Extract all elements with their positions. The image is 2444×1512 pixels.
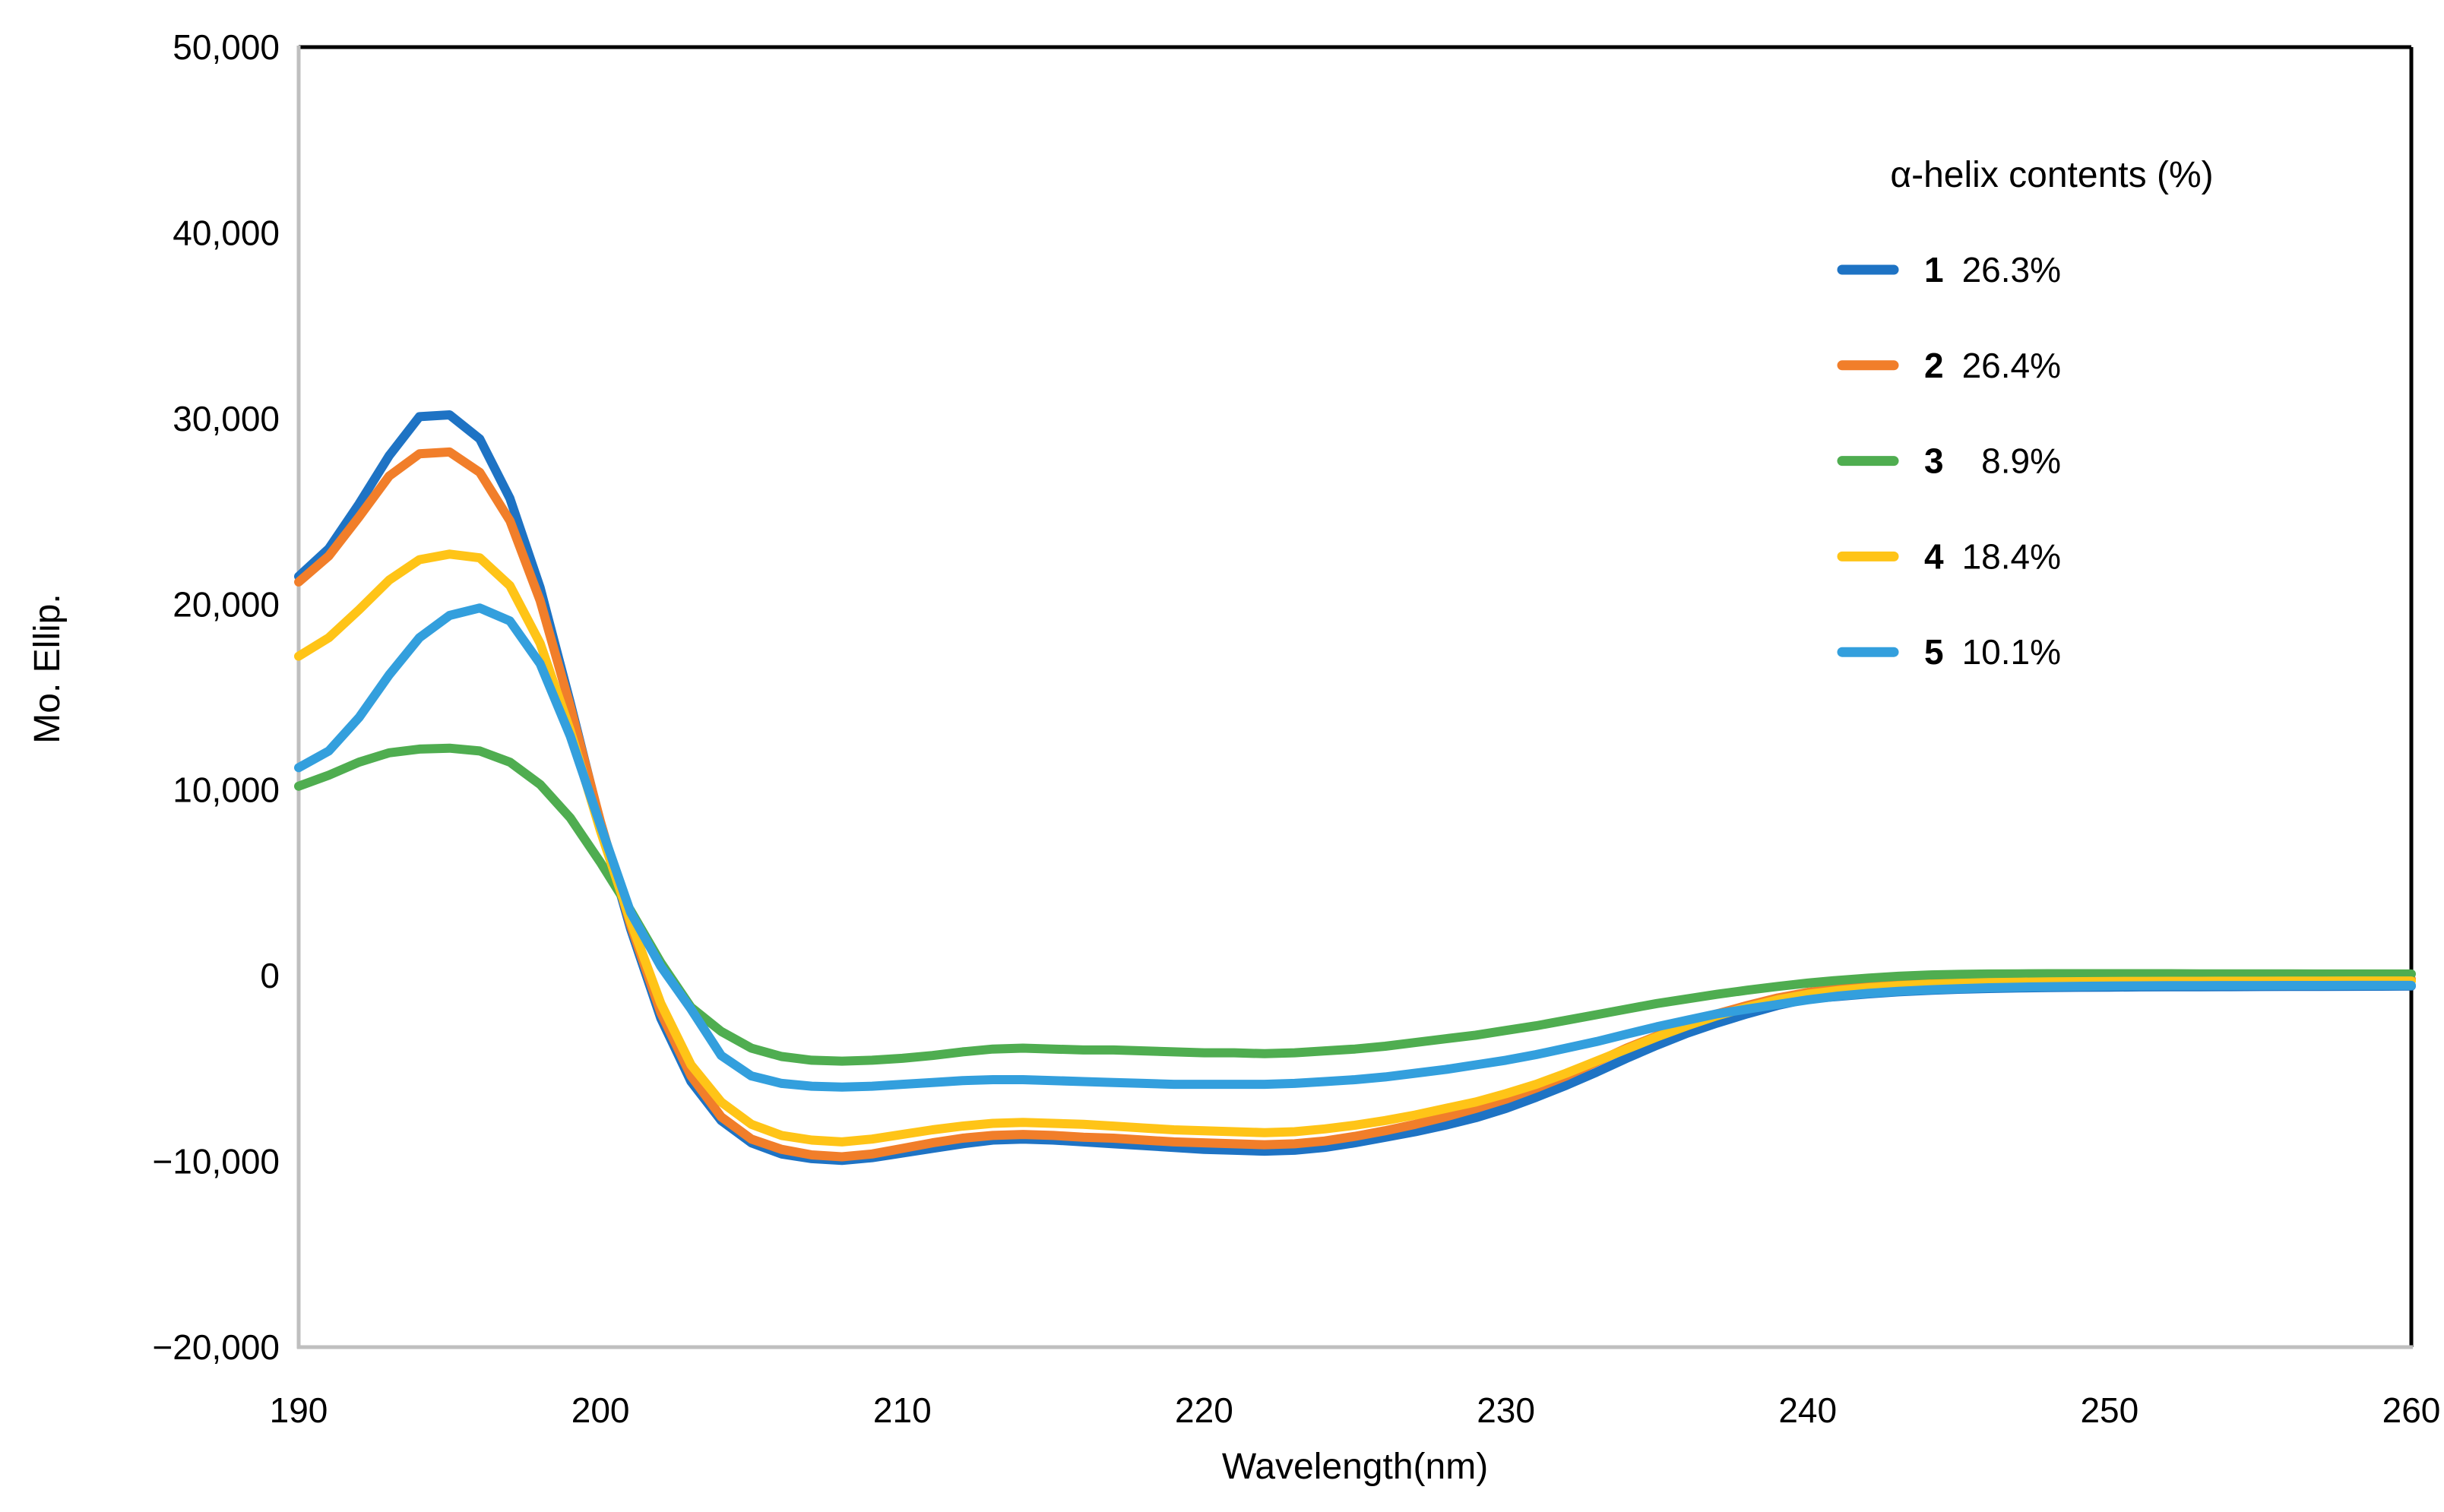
legend-series-number: 5 [1924, 632, 1944, 672]
y-tick-label: 0 [260, 956, 280, 995]
x-tick-label: 240 [1778, 1390, 1837, 1430]
series-lines [294, 410, 2416, 1166]
y-tick-label: −10,000 [152, 1142, 280, 1181]
x-tick-label: 200 [571, 1390, 630, 1430]
legend-series-number: 4 [1924, 536, 1944, 576]
legend-item-5: 5 10.1% [1837, 632, 2061, 672]
legend-helix-content: 26.4% [1962, 346, 2061, 385]
legend-item-1: 1 26.3% [1837, 250, 2061, 289]
x-tick-label: 260 [2382, 1390, 2441, 1430]
legend-item-3: 3 8.9% [1837, 441, 2061, 481]
x-tick-label: 190 [270, 1390, 328, 1430]
series-line-4 [294, 549, 2416, 1147]
legend-item-4: 4 18.4% [1837, 536, 2061, 576]
legend-series-number: 1 [1924, 250, 1944, 289]
legend-item-2: 2 26.4% [1837, 346, 2061, 385]
series-line-3 [294, 743, 2416, 1066]
legend: 1 26.3% 2 26.4% 3 8.9% 4 18.4% 5 10.1% [1837, 250, 2061, 672]
x-tick-label: 220 [1175, 1390, 1233, 1430]
x-axis-tick-labels: 190 200 210 220 230 240 250 260 [270, 1390, 2441, 1430]
legend-series-number: 3 [1924, 441, 1944, 481]
series-line-5 [294, 603, 2416, 1092]
y-tick-label: 50,000 [173, 27, 280, 67]
x-tick-label: 230 [1477, 1390, 1535, 1430]
y-tick-label: 30,000 [173, 399, 280, 438]
x-tick-label: 250 [2080, 1390, 2138, 1430]
x-tick-label: 210 [873, 1390, 932, 1430]
y-axis-title: Mo. Ellip. [27, 593, 68, 743]
y-tick-label: 40,000 [173, 213, 280, 252]
x-axis-title: Wavelength(nm) [1222, 1447, 1488, 1487]
y-axis-tick-labels: 50,000 40,000 30,000 20,000 10,000 0 −10,000 −2… [152, 27, 280, 1367]
legend-helix-content: 18.4% [1962, 536, 2061, 576]
legend-helix-content: 26.3% [1962, 250, 2061, 289]
legend-title: α-helix contents (%) [1890, 155, 2213, 195]
y-tick-label: 10,000 [173, 770, 280, 810]
legend-helix-content: 10.1% [1962, 632, 2061, 672]
legend-helix-content: 8.9% [1981, 441, 2061, 481]
y-tick-label: 20,000 [173, 584, 280, 624]
legend-series-number: 2 [1924, 346, 1944, 385]
y-tick-label: −20,000 [152, 1327, 280, 1367]
